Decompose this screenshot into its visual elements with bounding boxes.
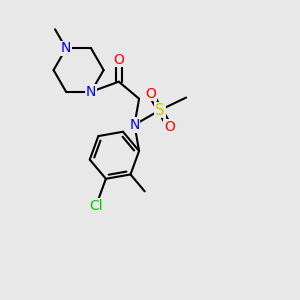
Text: N: N (61, 41, 71, 56)
Text: O: O (113, 52, 124, 67)
Text: N: N (86, 85, 96, 99)
Text: Cl: Cl (89, 199, 103, 213)
Text: O: O (164, 120, 175, 134)
Text: N: N (129, 118, 140, 132)
Text: O: O (145, 86, 156, 100)
Text: S: S (155, 103, 165, 118)
